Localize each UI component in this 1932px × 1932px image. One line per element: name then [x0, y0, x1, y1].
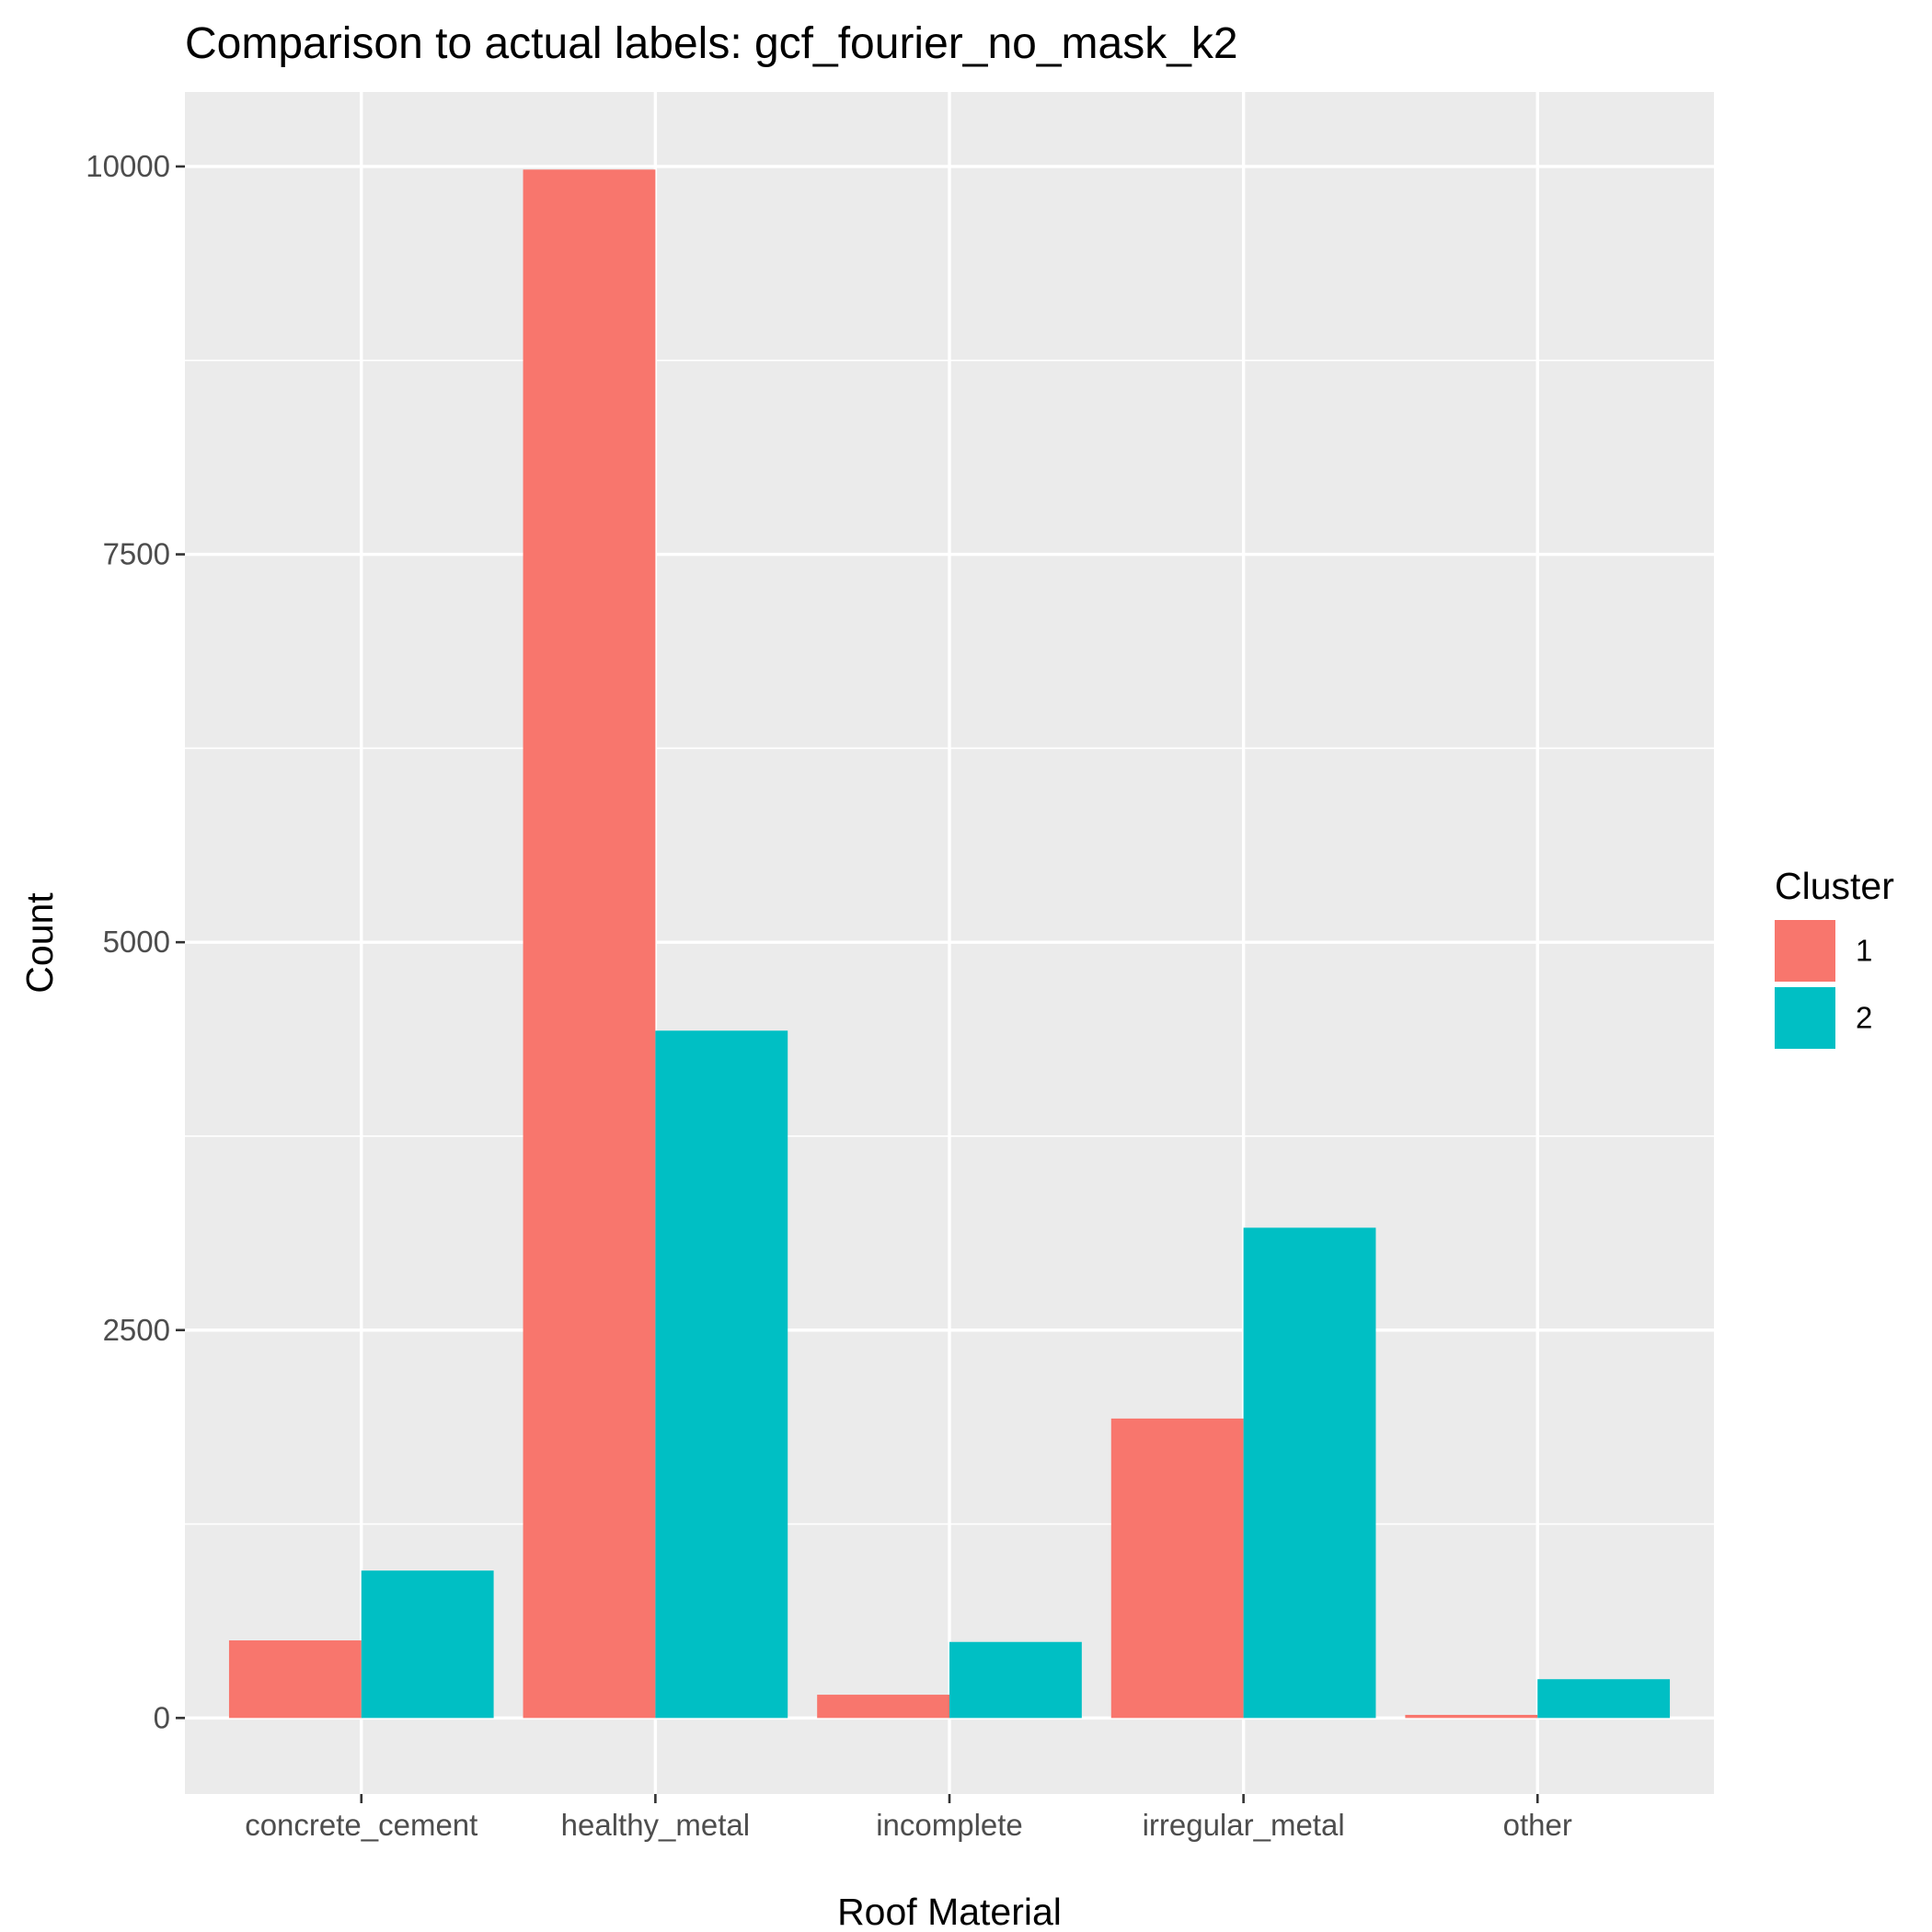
- y-tick-label: 0: [154, 1700, 170, 1734]
- x-tick-label: healthy_metal: [561, 1808, 750, 1842]
- bar-incomplete-cluster-2: [949, 1641, 1082, 1719]
- bars: [228, 169, 1671, 1719]
- bar-concrete_cement-cluster-1: [228, 1640, 362, 1719]
- chart-title: Comparison to actual labels: gcf_fourier…: [185, 19, 1238, 68]
- bar-healthy_metal-cluster-2: [655, 1030, 788, 1719]
- legend: Cluster 1 2: [1775, 865, 1894, 1049]
- y-tick-label: 10000: [86, 149, 170, 183]
- bar-irregular_metal-cluster-2: [1243, 1227, 1376, 1719]
- legend-label: 1: [1856, 934, 1872, 968]
- legend-label: 2: [1856, 1001, 1872, 1035]
- x-axis-title: Roof Material: [837, 1891, 1062, 1932]
- legend-key-2: [1775, 987, 1835, 1049]
- y-axis-title: Count: [18, 892, 61, 994]
- x-tick-label: incomplete: [876, 1808, 1023, 1842]
- y-tick-label: 5000: [103, 925, 170, 959]
- bar-healthy_metal-cluster-1: [523, 169, 656, 1719]
- bar-incomplete-cluster-1: [817, 1695, 949, 1719]
- x-axis: concrete_cement healthy_metal incomplete ir…: [245, 1794, 1572, 1842]
- x-tick-label: other: [1503, 1808, 1572, 1842]
- x-tick-label: concrete_cement: [245, 1808, 477, 1842]
- legend-key-1: [1775, 920, 1835, 982]
- bar-irregular_metal-cluster-1: [1110, 1418, 1244, 1719]
- legend-title: Cluster: [1775, 865, 1894, 907]
- bar-other-cluster-1: [1405, 1714, 1538, 1719]
- x-tick-label: irregular_metal: [1143, 1808, 1345, 1842]
- bar-concrete_cement-cluster-2: [361, 1570, 494, 1719]
- y-tick-label: 7500: [103, 537, 170, 571]
- y-tick-label: 2500: [103, 1313, 170, 1347]
- bar-other-cluster-2: [1537, 1679, 1671, 1719]
- y-axis: 0 2500 5000 7500 10000: [86, 149, 185, 1734]
